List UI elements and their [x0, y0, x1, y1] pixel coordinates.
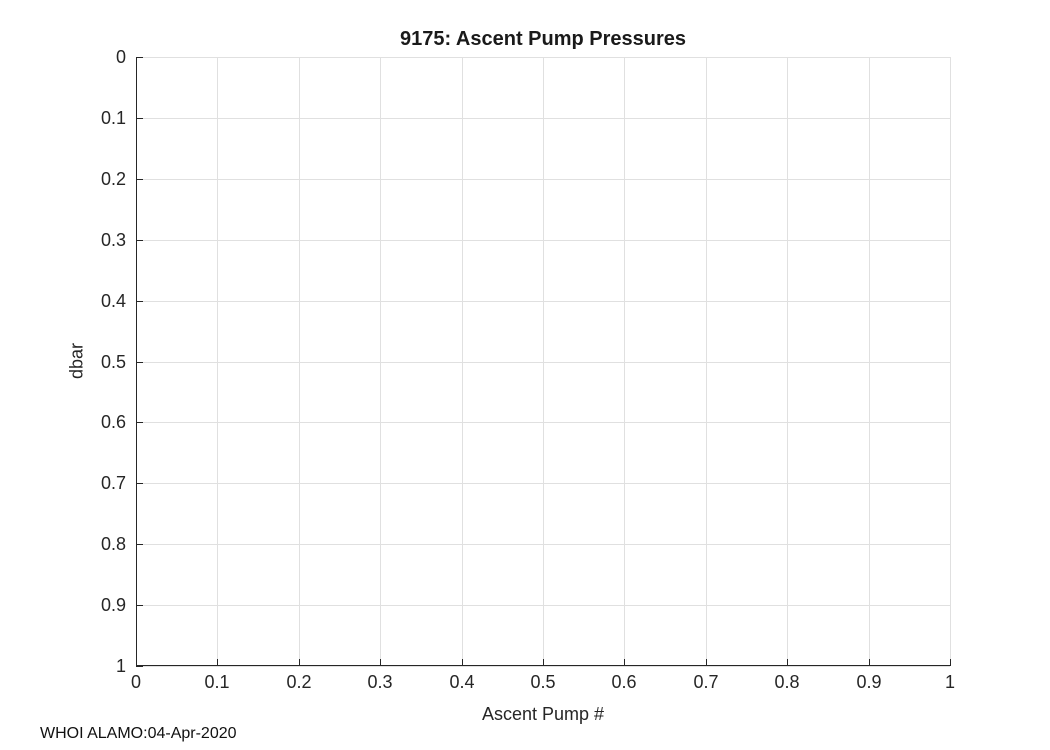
x-tick-label: 0.4 [449, 672, 475, 692]
horizontal-gridline [136, 362, 950, 363]
x-tick-label: 0.3 [367, 672, 393, 692]
vertical-gridline [217, 57, 218, 666]
x-tick-mark [380, 659, 381, 666]
x-tick-label: 0 [130, 672, 142, 692]
vertical-gridline [869, 57, 870, 666]
horizontal-gridline [136, 240, 950, 241]
x-tick-label: 0.6 [611, 672, 637, 692]
x-tick-label: 0.5 [530, 672, 556, 692]
x-tick-mark [869, 659, 870, 666]
y-tick-mark [136, 179, 143, 180]
y-tick-mark [136, 57, 143, 58]
y-tick-label: 1 [115, 656, 126, 676]
horizontal-gridline [136, 118, 950, 119]
y-tick-mark [136, 666, 143, 667]
y-tick-mark [136, 118, 143, 119]
x-tick-label: 0.8 [774, 672, 800, 692]
y-tick-mark [136, 544, 143, 545]
y-tick-mark [136, 362, 143, 363]
y-tick-label: 0.8 [100, 534, 126, 554]
y-tick-label: 0 [115, 47, 126, 67]
y-axis-line [136, 57, 137, 666]
x-tick-label: 1 [944, 672, 956, 692]
y-tick-mark [136, 483, 143, 484]
horizontal-gridline [136, 179, 950, 180]
x-tick-mark [136, 659, 137, 666]
vertical-gridline [299, 57, 300, 666]
x-tick-label: 0.7 [693, 672, 719, 692]
horizontal-gridline [136, 544, 950, 545]
x-tick-labels: 0 0.1 0.2 0.3 0.4 0.5 0.6 0.7 0.8 0.9 1 [131, 672, 955, 694]
vertical-gridline [543, 57, 544, 666]
x-tick-mark [706, 659, 707, 666]
y-tick-label: 0.5 [100, 352, 126, 372]
horizontal-gridline [136, 57, 950, 58]
horizontal-gridline [136, 422, 950, 423]
y-tick-mark [136, 240, 143, 241]
x-tick-mark [950, 659, 951, 666]
y-tick-labels: 0 0.1 0.2 0.3 0.4 0.5 0.6 0.7 0.8 0.9 1 [0, 47, 126, 676]
horizontal-gridline [136, 605, 950, 606]
x-axis-label: Ascent Pump # [481, 704, 605, 724]
x-tick-mark [299, 659, 300, 666]
y-tick-mark [136, 301, 143, 302]
vertical-gridline [950, 57, 951, 666]
x-tick-label: 0.9 [856, 672, 882, 692]
y-tick-label: 0.9 [100, 595, 126, 615]
plot-area [136, 57, 951, 667]
horizontal-gridline [136, 301, 950, 302]
x-tick-label: 0.2 [286, 672, 312, 692]
vertical-gridline [462, 57, 463, 666]
x-tick-mark [787, 659, 788, 666]
y-tick-label: 0.4 [100, 291, 126, 311]
vertical-gridline [380, 57, 381, 666]
y-tick-label: 0.3 [100, 230, 126, 250]
watermark-annotation: WHOI ALAMO:04-Apr-2020 [40, 725, 237, 742]
y-tick-label: 0.7 [100, 473, 126, 493]
horizontal-gridline [136, 483, 950, 484]
y-tick-mark [136, 605, 143, 606]
horizontal-gridline [136, 666, 950, 667]
x-tick-mark [217, 659, 218, 666]
chart-title: 9175: Ascent Pump Pressures [399, 28, 687, 50]
y-tick-label: 0.1 [100, 108, 126, 128]
vertical-gridline [624, 57, 625, 666]
x-tick-mark [624, 659, 625, 666]
x-tick-label: 0.1 [204, 672, 230, 692]
y-tick-mark [136, 422, 143, 423]
x-tick-mark [543, 659, 544, 666]
vertical-gridline [706, 57, 707, 666]
x-tick-mark [462, 659, 463, 666]
y-tick-label: 0.2 [100, 169, 126, 189]
y-tick-label: 0.6 [100, 412, 126, 432]
vertical-gridline [787, 57, 788, 666]
